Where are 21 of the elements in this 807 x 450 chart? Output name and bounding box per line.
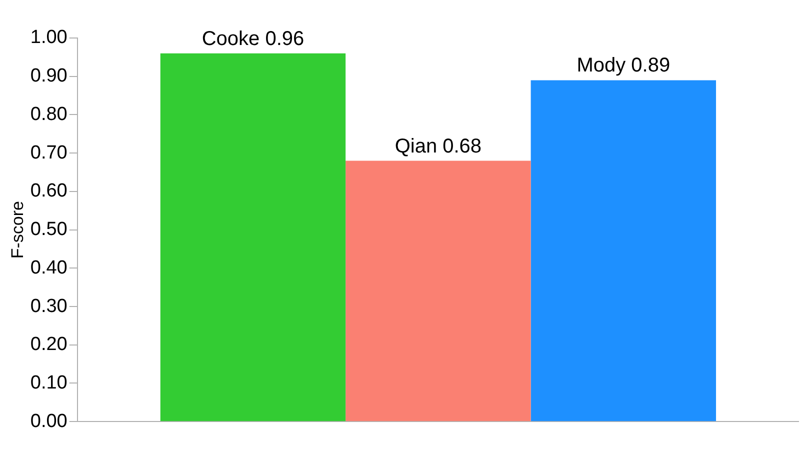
y-axis-title: F-score	[8, 200, 27, 259]
y-tick-label: 0.40	[30, 257, 68, 278]
y-tick-label: 0.00	[30, 410, 68, 432]
data-label: 0.68	[442, 135, 482, 158]
y-tick-label: 0.10	[30, 372, 68, 394]
series-label: Mody	[576, 54, 626, 77]
y-tick-label: 0.30	[30, 296, 68, 317]
y-tick-label: 0.60	[30, 180, 68, 202]
bar	[160, 53, 346, 422]
data-label: 0.96	[265, 28, 304, 50]
y-tick-label: 0.70	[30, 142, 68, 164]
y-tick-label: 0.90	[30, 66, 68, 87]
series-label: Cooke	[202, 28, 260, 50]
data-label: 0.89	[631, 54, 670, 77]
y-tick-label: 0.50	[30, 219, 68, 240]
bar	[346, 160, 531, 422]
series-label: Qian	[394, 135, 438, 158]
y-tick-label: 0.80	[30, 104, 68, 125]
bar	[530, 80, 716, 422]
y-tick-label: 1.00	[30, 27, 68, 48]
y-tick-label: 0.20	[30, 334, 68, 356]
